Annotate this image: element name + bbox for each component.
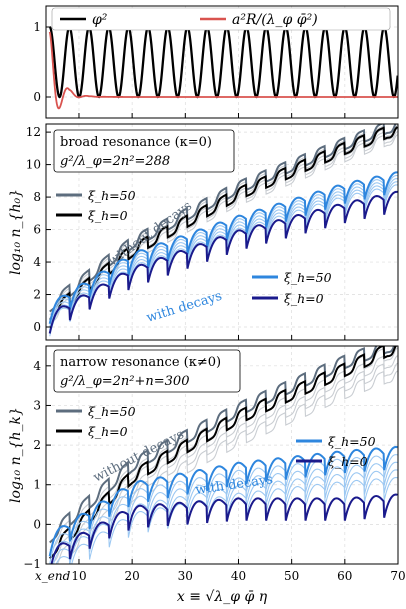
legend-label-bot-xi50-d: ξ_h=50 <box>328 434 376 449</box>
series-without-decays-xi0-layer0 <box>49 126 398 321</box>
series-without-decays-xi50-layer0 <box>49 346 396 544</box>
series-phi2 <box>49 25 398 99</box>
series-without-decays-xi0-layer0 <box>49 346 398 560</box>
y-tick-label: 0 <box>33 517 41 531</box>
bottom-panel-frame <box>45 345 399 565</box>
series-with-decays-xi50-layer1 <box>49 454 398 564</box>
series-with-decays-xi50-layer4 <box>55 476 398 564</box>
y-tick-label: 12 <box>26 125 41 139</box>
y-tick-label: −1 <box>23 557 41 571</box>
series-with-decays-xi0-layer0 <box>50 493 398 564</box>
x-tick-label: 50 <box>284 569 299 583</box>
series-without-decays-xi50-layer1 <box>49 124 398 316</box>
middle-box-frame <box>53 129 235 173</box>
legend-label-mid-xi50-d: ξ_h=50 <box>284 270 332 285</box>
bottom-info-box: narrow resonance (κ≠0) g²/λ_φ=2n²+n=300 <box>53 349 241 393</box>
bottom-box-subtitle: g²/λ_φ=2n²+n=300 <box>60 374 189 389</box>
y-tick-label: 1 <box>33 478 41 492</box>
data-layer <box>48 25 398 564</box>
series-with-decays-xi0-layer0 <box>48 190 398 334</box>
series-with-decays-xi50-layer0 <box>48 171 398 324</box>
middle-ylabel: log₁₀ n_{h₀} <box>8 189 24 275</box>
legend-label-mid-xi0-nd: ξ_h=0 <box>88 208 128 223</box>
legend-label-bot-xi0-d: ξ_h=0 <box>328 454 368 469</box>
series-with-decays-xi50-layer2 <box>50 461 398 564</box>
bottom-ylabel: log₁₀ n_{h_k} <box>8 407 24 503</box>
middle-panel-frame <box>45 123 399 341</box>
series-without-decays-xi50-layer4 <box>49 134 398 325</box>
middle-box-subtitle: g²/λ_φ=2n²=288 <box>60 154 170 169</box>
middle-legend-with: ξ_h=50 ξ_h=0 <box>252 270 332 306</box>
y-tick-label: 0 <box>33 320 41 334</box>
top-legend: φ² a²R/(λ_φ φ̄²) <box>51 7 391 31</box>
x-tick-label: 10 <box>71 569 86 583</box>
x-tick-label: 60 <box>337 569 352 583</box>
xlabel: x ≡ √λ_φ φ̄ η <box>177 589 268 605</box>
middle-info-box: broad resonance (κ=0) g²/λ_φ=2n²=288 <box>53 129 235 173</box>
series-with-decays-xi50-layer2 <box>49 178 398 331</box>
series-with-decays-xi50-layer1 <box>49 174 398 328</box>
x-tick-label: 40 <box>231 569 246 583</box>
legend-label-curvature: a²R/(λ_φ φ̄²) <box>232 12 318 28</box>
y-tick-label: 10 <box>26 158 41 172</box>
y-tick-label: 6 <box>33 223 41 237</box>
series-with-decays-xi50-layer3 <box>52 469 398 564</box>
y-tick-label: 3 <box>33 398 41 412</box>
legend-label-bot-xi0-nd: ξ_h=0 <box>88 424 128 439</box>
bottom-legend-with: ξ_h=50 ξ_h=0 <box>296 434 376 469</box>
bottom-box-title: narrow resonance (κ≠0) <box>60 355 221 370</box>
series-with-decays-xi50-layer0 <box>48 445 398 557</box>
x-tick-label: 70 <box>390 569 405 583</box>
series-with-decays-xi50-layer3 <box>49 181 398 334</box>
y-tick-label: 2 <box>33 288 41 302</box>
x-tick-label: x_end <box>35 569 71 583</box>
panel-1-series <box>48 124 398 337</box>
x-tick-label: 20 <box>124 569 139 583</box>
legend-label-bot-xi50-nd: ξ_h=50 <box>88 404 136 419</box>
panel-2-series <box>48 346 398 564</box>
legend-label-mid-xi0-d: ξ_h=0 <box>284 291 324 306</box>
bottom-legend-without: ξ_h=50 ξ_h=0 <box>56 404 136 439</box>
series-curvature <box>48 31 398 110</box>
y-tick-label: 8 <box>33 190 41 204</box>
y-tick-label: 4 <box>33 255 41 269</box>
y-tick-label: 2 <box>33 438 41 452</box>
legend-label-phi2: φ² <box>92 12 108 28</box>
y-tick-label: 4 <box>33 359 41 373</box>
middle-legend-without: ξ_h=50 ξ_h=0 <box>56 188 136 223</box>
series-without-decays-xi50-layer0 <box>49 124 397 313</box>
top-series <box>48 25 398 110</box>
x-tick-label: 30 <box>178 569 193 583</box>
legend-label-mid-xi50-nd: ξ_h=50 <box>88 188 136 203</box>
top-panel-frame <box>45 5 399 119</box>
series-without-decays-xi50-layer2 <box>49 355 398 559</box>
middle-box-title: broad resonance (κ=0) <box>60 135 212 150</box>
y-tick-label: 0 <box>33 90 41 104</box>
y-tick-label: 1 <box>33 20 41 34</box>
bottom-box-frame <box>53 349 241 393</box>
